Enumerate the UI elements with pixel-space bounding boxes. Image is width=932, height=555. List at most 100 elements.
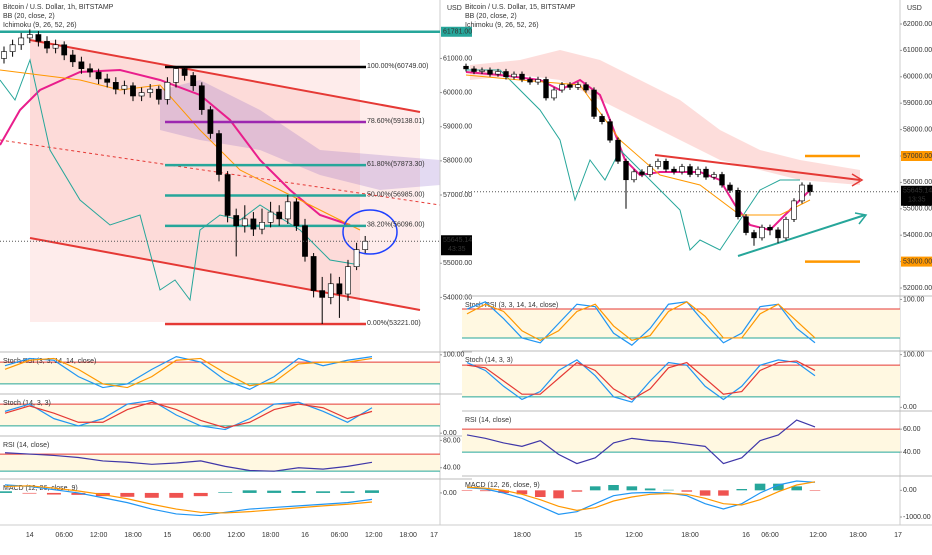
candle-body xyxy=(599,116,605,122)
level-label: 38.20%(56096.00) xyxy=(367,222,425,229)
candle-body xyxy=(519,73,525,80)
candle-body xyxy=(575,84,581,88)
histogram-bar xyxy=(718,490,729,496)
y-tick-label: 62000.00 xyxy=(903,21,932,28)
histogram-bar xyxy=(571,490,583,492)
trend-line xyxy=(654,154,861,181)
candle-body xyxy=(775,229,781,239)
candle-body xyxy=(647,166,653,175)
candle-body xyxy=(463,65,469,70)
y-tick-label: 57000.00 xyxy=(443,192,472,199)
candle-body xyxy=(104,78,111,83)
price-tag-label: 53000.00 xyxy=(903,258,932,265)
highlight-circle xyxy=(342,209,398,255)
histogram-bar xyxy=(340,491,355,493)
candle-body xyxy=(327,283,334,298)
candle-body xyxy=(181,68,188,76)
indicator-label: Ichimoku (9, 26, 52, 26) xyxy=(3,22,77,29)
last-price-label: 55645.14 xyxy=(443,237,472,244)
candle-body xyxy=(543,79,549,99)
last-price-label: 55645.14 xyxy=(903,188,932,195)
price-tag xyxy=(441,26,472,37)
y-tick-label: 55000.00 xyxy=(903,206,932,213)
candle-body xyxy=(703,168,709,178)
indicator-label: Ichimoku (9, 26, 52, 26) xyxy=(465,22,539,29)
histogram-bar xyxy=(663,489,674,491)
y-tick-label: 0.00 xyxy=(903,404,917,411)
indicator-line xyxy=(466,480,816,515)
candle-body xyxy=(69,54,76,63)
candle-body xyxy=(727,184,733,191)
pane-title: MACD (12, 26, close, 9) xyxy=(465,482,540,489)
candle-body xyxy=(241,218,248,227)
histogram-bar xyxy=(169,492,184,498)
histogram-bar xyxy=(516,490,528,495)
candle-body xyxy=(559,84,565,91)
indicator-line xyxy=(4,484,373,517)
indicator-label: BB (20, close, 2) xyxy=(465,13,517,20)
y-tick-label: 60000.00 xyxy=(903,74,932,81)
indicator-line xyxy=(466,359,816,403)
histogram-bar xyxy=(46,492,61,495)
indicator-line xyxy=(4,399,373,431)
candle-body xyxy=(735,190,741,218)
candle-body xyxy=(615,139,621,162)
histogram-bar xyxy=(0,491,12,493)
candle-body xyxy=(147,88,154,93)
moving-average xyxy=(0,68,351,226)
candle-body xyxy=(250,218,257,230)
indicator-line xyxy=(4,357,373,389)
candle-body xyxy=(35,34,42,42)
histogram-bar xyxy=(608,485,619,491)
x-tick-label: 12:00 xyxy=(90,532,108,539)
candle-body xyxy=(353,249,360,267)
candle-body xyxy=(631,171,637,181)
range-box xyxy=(30,40,360,322)
candle-body xyxy=(791,200,797,220)
histogram-bar xyxy=(365,490,379,493)
y-tick-label: 59000.00 xyxy=(903,100,932,107)
y-tick-label: 58000.00 xyxy=(443,158,472,165)
indicator-line xyxy=(466,301,816,346)
price-tag xyxy=(901,256,932,267)
candle-body xyxy=(173,68,179,83)
candle-body xyxy=(293,201,300,227)
x-tick-label: 12:00 xyxy=(625,532,643,539)
currency-label: USD xyxy=(907,5,922,12)
x-tick-label: 17 xyxy=(894,532,902,539)
candle-body xyxy=(121,85,128,90)
histogram-bar xyxy=(144,492,159,498)
candle-body xyxy=(302,225,308,257)
candle-body xyxy=(743,216,749,233)
base-line xyxy=(0,69,361,231)
histogram-bar xyxy=(242,490,257,493)
x-tick-label: 14 xyxy=(26,532,34,539)
countdown-label: 43:35 xyxy=(448,246,466,253)
x-tick-label: 12:00 xyxy=(809,532,827,539)
candle-body xyxy=(495,71,501,75)
indicator-line xyxy=(466,481,816,511)
candle-body xyxy=(695,168,701,175)
y-tick-label: 100.00 xyxy=(443,352,465,359)
candle-body xyxy=(807,184,813,193)
histogram-bar xyxy=(754,483,766,491)
candle-body xyxy=(535,79,541,83)
histogram-bar xyxy=(791,486,802,491)
pane-title: Stoch RSI (3, 3, 14, 14, close) xyxy=(3,358,96,365)
candle-body xyxy=(527,79,533,83)
y-tick-label: 0.00 xyxy=(443,430,457,437)
pane-title: RSI (14, close) xyxy=(465,417,511,424)
candle-body xyxy=(18,37,25,46)
candle-body xyxy=(719,174,725,186)
band-fill xyxy=(0,362,440,384)
arrow-head xyxy=(854,212,868,225)
candle-body xyxy=(310,256,317,291)
histogram-bar xyxy=(218,492,233,493)
candle-body xyxy=(130,85,136,97)
candle-body xyxy=(216,133,222,175)
histogram-bar xyxy=(553,490,564,499)
candle-body xyxy=(479,69,485,72)
candle-body xyxy=(224,174,231,216)
candle-body xyxy=(583,84,589,91)
candle-body xyxy=(198,85,205,110)
